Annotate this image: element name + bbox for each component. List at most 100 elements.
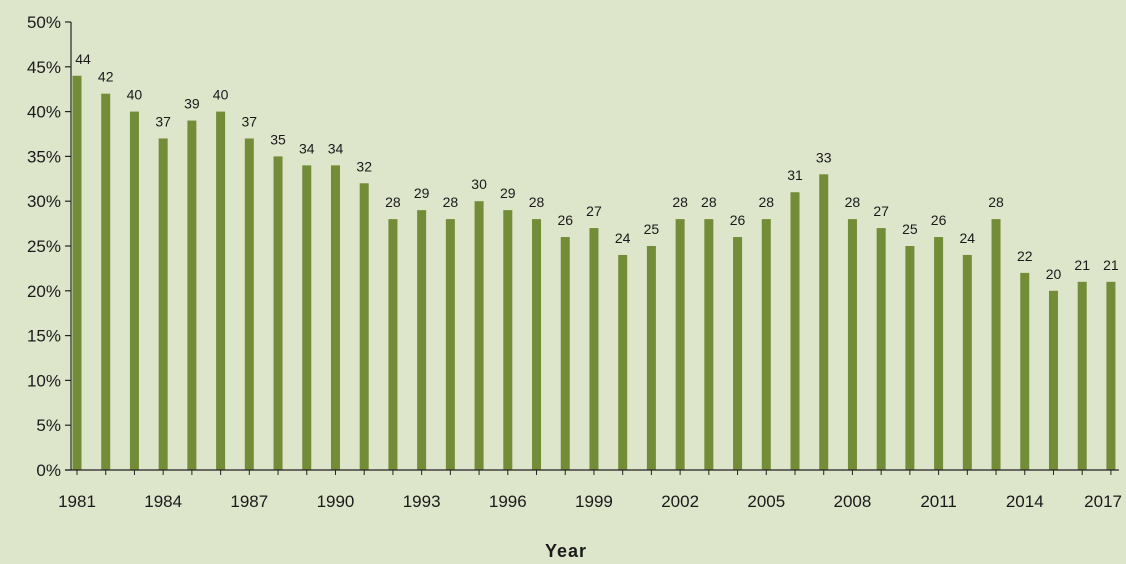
x-tick-label-2017: 2017 [1084, 492, 1122, 511]
data-label-2014: 22 [1017, 248, 1033, 264]
bar-1981 [72, 75, 82, 470]
data-label-1993: 29 [414, 185, 430, 201]
data-label-1989: 34 [299, 140, 315, 156]
data-label-2005: 28 [758, 194, 774, 210]
y-tick-label: 5% [36, 416, 61, 435]
bar-1994 [445, 219, 455, 470]
data-label-2015: 20 [1046, 266, 1062, 282]
bar-2011 [934, 237, 944, 470]
data-label-1996: 29 [500, 185, 516, 201]
data-label-2001: 25 [644, 221, 660, 237]
x-tick-label-1990: 1990 [317, 492, 355, 511]
x-tick-label-2014: 2014 [1006, 492, 1044, 511]
x-tick-label-1984: 1984 [144, 492, 182, 511]
data-label-1986: 40 [213, 87, 229, 103]
data-label-1988: 35 [270, 131, 286, 147]
data-label-1984: 37 [155, 113, 171, 129]
data-label-2008: 28 [845, 194, 861, 210]
bar-1987 [244, 138, 254, 471]
bar-2016 [1077, 281, 1087, 470]
bar-2004 [733, 237, 743, 470]
data-label-2007: 33 [816, 149, 832, 165]
bar-2008 [847, 219, 857, 470]
data-label-2013: 28 [988, 194, 1004, 210]
data-label-1983: 40 [127, 87, 143, 103]
data-label-1992: 28 [385, 194, 401, 210]
y-tick-label: 30% [27, 192, 61, 211]
x-tick-label-1993: 1993 [403, 492, 441, 511]
data-label-1981: 44 [75, 51, 91, 67]
bar-1988 [273, 156, 283, 470]
bar-1992 [388, 219, 398, 470]
x-axis: 1981 1984 1987 1990 1993 1996 1999 2002 2005 2008… [58, 469, 1122, 511]
data-label-1987: 37 [242, 113, 258, 129]
data-label-2016: 21 [1074, 257, 1090, 273]
bar-1997 [532, 219, 542, 470]
x-tick-label-2008: 2008 [834, 492, 872, 511]
bar-1999 [589, 228, 599, 470]
data-label-1995: 30 [471, 176, 487, 192]
bar-1990 [330, 165, 340, 471]
x-tick-label-1996: 1996 [489, 492, 527, 511]
bar-2017 [1106, 281, 1116, 470]
data-label-1994: 28 [443, 194, 459, 210]
data-label-2000: 24 [615, 230, 631, 246]
y-tick-label: 50% [27, 13, 61, 32]
x-tick-label-2005: 2005 [747, 492, 785, 511]
bar-2007 [819, 174, 829, 470]
bars [72, 75, 1116, 471]
data-label-2003: 28 [701, 194, 717, 210]
y-axis: 0% 5% 10% 15% 20% 25% 30% 35% 40% 45% 50% [27, 13, 72, 480]
data-label-1998: 26 [557, 212, 573, 228]
y-tick-label: 20% [27, 282, 61, 301]
bar-1998 [560, 237, 570, 470]
bar-2000 [618, 254, 628, 470]
bar-2001 [646, 246, 656, 470]
bar-2014 [1020, 272, 1030, 470]
data-label-2012: 24 [960, 230, 976, 246]
bar-1983 [129, 111, 139, 470]
data-labels: 44 42 40 37 39 40 37 35 34 34 32 28 29 28 30 29 28 26 27 24… [75, 51, 1119, 282]
y-tick-label: 35% [27, 147, 61, 166]
bar-2009 [876, 228, 886, 470]
bar-2006 [790, 192, 800, 471]
bar-1985 [187, 120, 197, 470]
data-label-1991: 32 [356, 158, 372, 174]
bar-1993 [417, 210, 427, 470]
data-label-2010: 25 [902, 221, 918, 237]
y-tick-label: 0% [36, 461, 61, 480]
bar-2015 [1048, 290, 1058, 470]
y-tick-label: 45% [27, 58, 61, 77]
data-label-1982: 42 [98, 69, 114, 85]
y-tick-label: 40% [27, 103, 61, 122]
bar-2002 [675, 219, 685, 470]
bar-1991 [359, 183, 369, 470]
bar-2012 [962, 254, 972, 470]
data-label-1999: 27 [586, 203, 602, 219]
y-tick-label: 25% [27, 237, 61, 256]
x-tick-label-2011: 2011 [920, 492, 957, 511]
data-label-2009: 27 [873, 203, 889, 219]
x-tick-label-1987: 1987 [230, 492, 268, 511]
y-tick-label: 15% [27, 327, 61, 346]
bar-1996 [503, 210, 513, 470]
bar-2013 [991, 219, 1001, 470]
bar-1995 [474, 201, 484, 470]
bar-2005 [761, 219, 771, 470]
data-label-2004: 26 [730, 212, 746, 228]
bar-2010 [905, 246, 915, 470]
data-label-2011: 26 [931, 212, 947, 228]
x-tick-label-1999: 1999 [575, 492, 613, 511]
y-tick-label: 10% [27, 371, 61, 390]
bar-1989 [302, 165, 312, 471]
data-label-1985: 39 [184, 96, 200, 112]
bar-1982 [101, 93, 111, 471]
bar-2003 [704, 219, 714, 470]
data-label-2002: 28 [672, 194, 688, 210]
bar-1986 [216, 111, 226, 470]
data-label-1990: 34 [328, 140, 344, 156]
x-axis-title: Year [545, 541, 587, 561]
bar-1984 [158, 138, 168, 471]
x-tick-label-2002: 2002 [661, 492, 699, 511]
data-label-2006: 31 [787, 167, 803, 183]
